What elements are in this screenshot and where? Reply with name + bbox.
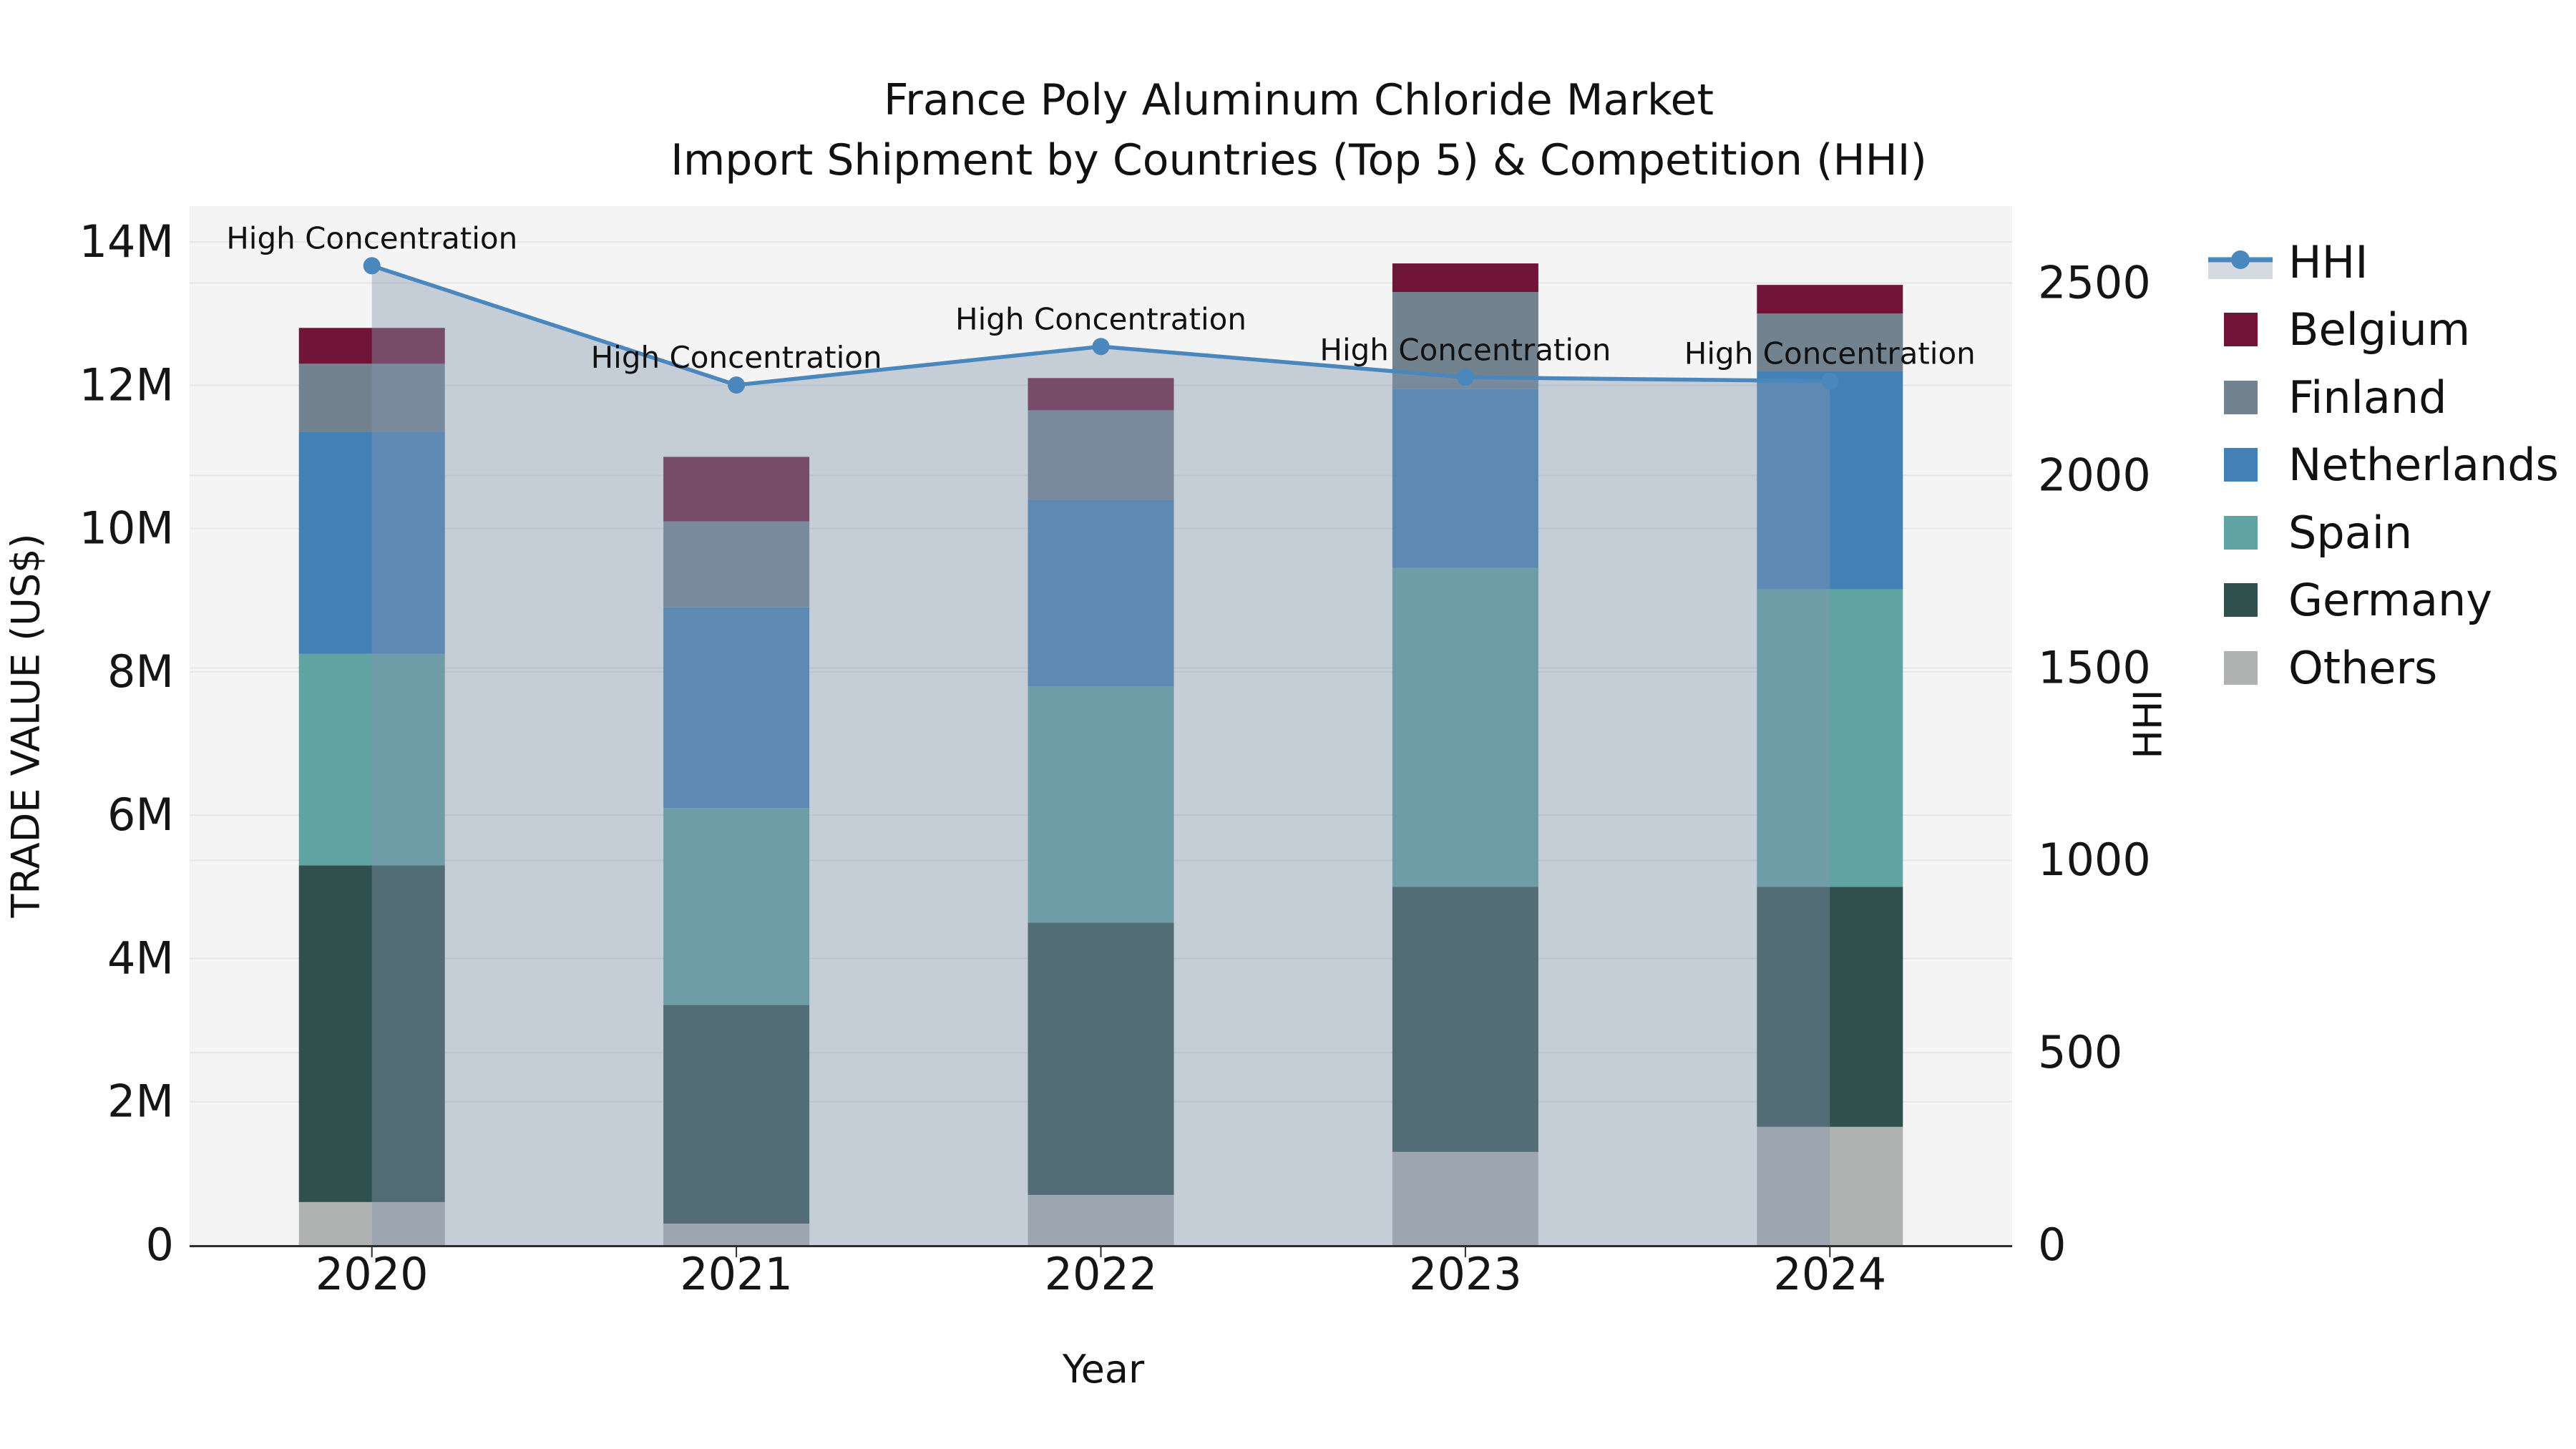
bar-2020-spain	[298, 653, 445, 866]
bar-2020-netherlands	[298, 431, 445, 654]
bar-2021-others	[663, 1223, 810, 1245]
bar-2023-netherlands	[1392, 389, 1538, 568]
bar-2022-belgium	[1028, 378, 1174, 411]
y-tick-label-left-4M: 4M	[107, 932, 174, 984]
y-tick-label-right-1000: 1000	[2038, 834, 2151, 886]
legend-label-others: Others	[2288, 641, 2438, 694]
legend-label-germany: Germany	[2288, 574, 2492, 627]
bar-2022-finland	[1028, 410, 1174, 500]
hhi-area	[371, 265, 1830, 1245]
bar-2023-germany	[1392, 887, 1538, 1152]
bar-2021-spain	[663, 808, 810, 1005]
y-tick-label-right-2000: 2000	[2038, 449, 2151, 501]
germany-color-swatch	[2223, 583, 2258, 618]
legend-item-finland: Finland	[2208, 364, 2559, 431]
legend-label-netherlands: Netherlands	[2288, 439, 2559, 492]
bar-2020-others	[298, 1201, 445, 1245]
chart-title-line1: France Poly Aluminum Chloride Market	[884, 75, 1714, 125]
bar-2024-germany	[1757, 887, 1903, 1127]
legend-label-finland: Finland	[2288, 371, 2447, 424]
finland-color-swatch	[2223, 380, 2258, 414]
bar-2022-others	[1028, 1194, 1174, 1245]
bar-2020-belgium	[298, 328, 445, 364]
hhi-line-swatch	[2208, 240, 2273, 283]
legend-label-belgium: Belgium	[2288, 303, 2471, 356]
y-tick-label-right-500: 500	[2038, 1026, 2122, 1078]
y-tick-label-left-6M: 6M	[107, 789, 174, 841]
y-axis-title-right: HHI	[2125, 689, 2171, 759]
x-tick-label-2022: 2022	[1045, 1248, 1158, 1300]
legend-item-others: Others	[2208, 634, 2559, 702]
legend-item-germany: Germany	[2208, 567, 2559, 635]
legend-item-spain: Spain	[2208, 499, 2559, 567]
bar-2021-netherlands	[663, 607, 810, 809]
x-axis-title: Year	[1062, 1347, 1145, 1392]
legend-item-hhi: HHI	[2208, 228, 2559, 296]
netherlands-color-swatch	[2223, 448, 2258, 482]
bar-2022-spain	[1028, 686, 1174, 923]
bar-2022-germany	[1028, 922, 1174, 1195]
y-tick-label-left-14M: 14M	[79, 215, 174, 268]
bar-2024-spain	[1757, 589, 1903, 887]
hhi-marker-2020	[363, 257, 381, 275]
hhi-marker-dot	[2231, 250, 2250, 270]
legend-label-spain: Spain	[2288, 506, 2413, 559]
annotation-2024: High Concentration	[1684, 336, 1976, 371]
y-tick-label-left-12M: 12M	[79, 358, 174, 411]
bar-2024-finland	[1757, 313, 1903, 371]
annotation-2023: High Concentration	[1319, 332, 1611, 367]
x-tick-label-2021: 2021	[680, 1248, 793, 1300]
bar-2023-belgium	[1392, 263, 1538, 293]
legend-item-netherlands: Netherlands	[2208, 431, 2559, 499]
legend-item-belgium: Belgium	[2208, 296, 2559, 364]
bar-2023-spain	[1392, 567, 1538, 887]
bar-2021-belgium	[663, 457, 810, 522]
legend: HHI Belgium Finland Netherlands Spain Ge…	[2208, 228, 2559, 702]
hhi-marker-2021	[728, 376, 746, 394]
bar-2021-germany	[663, 1005, 810, 1224]
chart-title: France Poly Aluminum Chloride Market Imp…	[0, 70, 2576, 190]
bar-2023-others	[1392, 1151, 1538, 1245]
bar-2024-netherlands	[1757, 371, 1903, 590]
annotation-2021: High Concentration	[591, 340, 882, 375]
bar-2024-others	[1757, 1126, 1903, 1245]
y-tick-label-left-2M: 2M	[107, 1075, 174, 1128]
bar-2024-belgium	[1757, 285, 1903, 314]
spain-color-swatch	[2223, 515, 2258, 550]
chart-title-line2: Import Shipment by Countries (Top 5) & C…	[670, 135, 1927, 185]
y-tick-label-left-8M: 8M	[107, 645, 174, 698]
y-tick-label-right-0: 0	[2038, 1219, 2066, 1271]
y-tick-label-right-2500: 2500	[2038, 257, 2151, 309]
legend-label-hhi: HHI	[2288, 235, 2368, 288]
belgium-color-swatch	[2223, 313, 2258, 347]
bar-2020-germany	[298, 865, 445, 1202]
y-axis-title-left: TRADE VALUE (US$)	[3, 533, 49, 918]
x-tick-label-2020: 2020	[316, 1248, 429, 1300]
bar-2020-finland	[298, 364, 445, 432]
annotation-2020: High Concentration	[226, 220, 517, 255]
hhi-marker-2022	[1092, 338, 1110, 356]
y-tick-label-left-0: 0	[146, 1219, 174, 1271]
x-tick-label-2023: 2023	[1409, 1248, 1522, 1300]
x-tick-label-2024: 2024	[1773, 1248, 1886, 1300]
others-color-swatch	[2223, 650, 2258, 685]
annotation-2022: High Concentration	[955, 301, 1246, 336]
y-tick-label-left-10M: 10M	[79, 502, 174, 555]
y-tick-label-right-1500: 1500	[2038, 641, 2151, 693]
bar-2022-netherlands	[1028, 499, 1174, 686]
hhi-marker-2024	[1821, 372, 1839, 390]
bar-2021-finland	[663, 521, 810, 608]
hhi-marker-2023	[1456, 369, 1474, 386]
